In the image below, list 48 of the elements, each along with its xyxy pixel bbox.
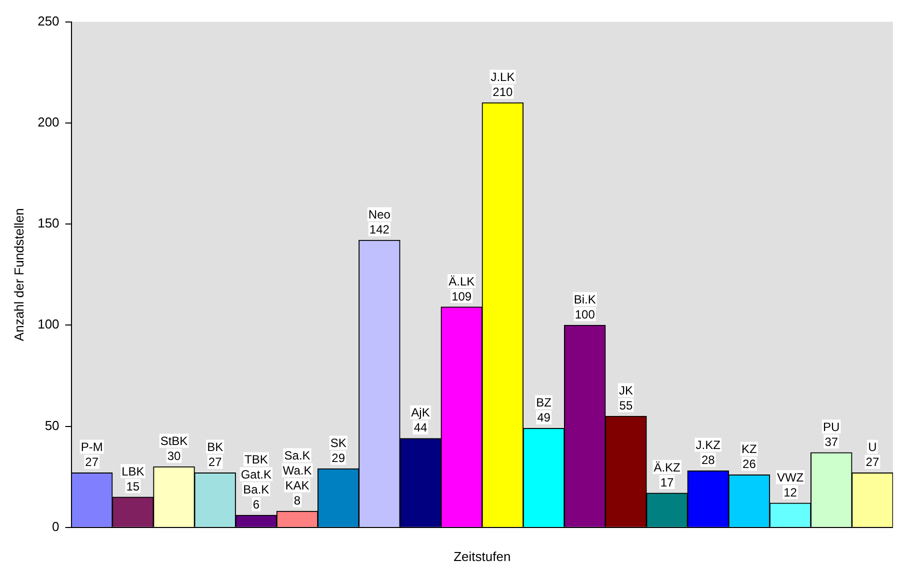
y-tick-label: 200 <box>38 114 60 130</box>
data-label: 210 <box>492 85 514 100</box>
y-tick-label: 50 <box>44 418 60 433</box>
x-tick-label: J.LK <box>490 70 515 84</box>
x-tick-label: P-M <box>80 440 103 454</box>
data-label: 17 <box>660 475 674 490</box>
data-label: 109 <box>452 289 472 304</box>
data-label: 49 <box>537 410 551 425</box>
x-tick-label: Bi.K <box>574 292 596 306</box>
x-tick-label: Ä.KZ <box>654 460 680 474</box>
data-label: 6 <box>252 498 260 512</box>
x-tick-label: Neo <box>368 208 391 222</box>
y-tick-label: 150 <box>38 216 60 231</box>
data-label: 8 <box>294 494 301 508</box>
x-tick-label: J.KZ <box>696 438 720 452</box>
data-label: 15 <box>126 479 140 494</box>
y-axis-title: Anzahl der Fundstellen <box>11 208 26 342</box>
data-label: 55 <box>619 398 633 412</box>
x-tick-label: JK <box>618 383 633 398</box>
data-label: 28 <box>701 453 716 468</box>
data-label: 44 <box>414 420 428 435</box>
x-tick-label: PU <box>823 420 840 434</box>
x-tick-label: BZ <box>536 396 552 410</box>
data-label: 12 <box>784 485 798 500</box>
y-tick-label: 100 <box>38 316 60 332</box>
x-tick-label: KZ <box>742 442 757 456</box>
x-axis-title: Zeitstufen <box>454 548 511 564</box>
data-label: 27 <box>85 455 99 470</box>
data-label: 29 <box>332 451 346 466</box>
x-tick-label: U <box>868 440 877 454</box>
x-tick-label: StBK <box>160 434 188 448</box>
x-tick-label: BK <box>207 440 224 454</box>
data-label: 100 <box>574 307 596 322</box>
x-tick-label: AjK <box>411 406 430 420</box>
data-label: 30 <box>167 449 181 464</box>
data-label: 27 <box>208 455 222 470</box>
data-label: 27 <box>866 455 880 470</box>
x-tick-label: SK <box>330 436 346 450</box>
x-tick-label: VWZ <box>776 470 804 484</box>
data-label: 142 <box>369 222 390 237</box>
data-label: 26 <box>742 457 756 472</box>
data-label: 37 <box>824 434 838 449</box>
x-tick-label: Ä.LK <box>448 274 475 288</box>
x-tick-label: LBK <box>122 464 144 478</box>
y-tick-label: 0 <box>52 518 60 534</box>
y-tick-label: 250 <box>38 13 60 28</box>
x-tick-label: Sa.K Wa.K KAK <box>282 448 312 493</box>
x-tick-label: TBK Gat.K Ba.K <box>240 452 272 497</box>
